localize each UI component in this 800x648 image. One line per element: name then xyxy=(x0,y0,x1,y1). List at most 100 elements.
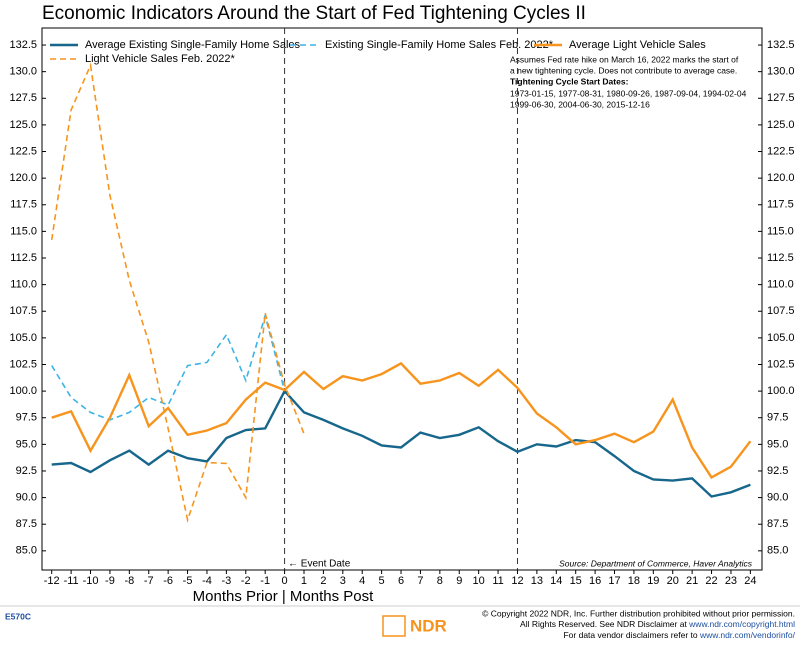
y-tick-label: 127.5 xyxy=(9,92,37,104)
x-tick-label: 14 xyxy=(550,575,562,587)
x-tick-label: 22 xyxy=(705,575,717,587)
y2-tick-label: 112.5 xyxy=(767,252,794,264)
series-line xyxy=(50,62,305,524)
x-tick-label: 19 xyxy=(647,575,659,587)
x-tick-label: -4 xyxy=(202,575,212,587)
dates-title: Tightening Cycle Start Dates: xyxy=(510,76,629,86)
y2-tick-label: 102.5 xyxy=(767,358,795,370)
x-tick-label: 6 xyxy=(398,575,404,587)
legend-label: Average Existing Single-Family Home Sale… xyxy=(85,39,300,51)
dates-line: 1999-06-30, 2004-06-30, 2015-12-16 xyxy=(510,99,650,109)
logo-text: NDR xyxy=(410,616,447,635)
y2-tick-label: 87.5 xyxy=(767,518,788,530)
y-tick-label: 105.0 xyxy=(9,332,37,344)
plot-frame xyxy=(41,27,763,571)
y2-tick-label: 115.0 xyxy=(767,225,794,237)
y2-tick-label: 110.0 xyxy=(767,279,794,291)
series-line xyxy=(51,361,752,479)
y2-tick-label: 107.5 xyxy=(767,305,795,317)
y-tick-label: 100.0 xyxy=(9,385,37,397)
y-tick-label: 97.5 xyxy=(16,412,37,424)
series-line xyxy=(51,389,751,498)
y-tick-label: 110.0 xyxy=(10,279,37,291)
y-tick-label: 92.5 xyxy=(16,465,37,477)
x-tick-label: -12 xyxy=(44,575,60,587)
legend-label: Average Light Vehicle Sales xyxy=(569,39,706,51)
y2-tick-label: 122.5 xyxy=(767,145,795,157)
logo: NDR xyxy=(382,615,447,637)
y-tick-label: 120.0 xyxy=(9,172,37,184)
logo-icon xyxy=(382,615,406,637)
note-line: Assumes Fed rate hike on March 16, 2022 … xyxy=(510,54,739,64)
y-tick-label: 95.0 xyxy=(16,438,37,450)
chart-code: E570C xyxy=(5,611,31,621)
copyright-text: All Rights Reserved. See NDR Disclaimer … xyxy=(520,619,687,629)
copyright: © Copyright 2022 NDR, Inc. Further distr… xyxy=(482,608,795,618)
y-tick-label: 115.0 xyxy=(10,225,37,237)
x-tick-label: 12 xyxy=(511,575,523,587)
y2-tick-label: 92.5 xyxy=(767,465,788,477)
y2-tick-label: 90.0 xyxy=(767,491,788,503)
y-tick-label: 132.5 xyxy=(9,39,37,51)
y-tick-label: 87.5 xyxy=(16,518,37,530)
series-line xyxy=(51,312,286,421)
y2-tick-label: 130.0 xyxy=(767,66,795,78)
x-tick-label: -10 xyxy=(83,575,99,587)
note-line: a new tightening cycle. Does not contrib… xyxy=(510,65,737,75)
y2-tick-label: 127.5 xyxy=(767,92,795,104)
x-tick-label: 13 xyxy=(531,575,543,587)
x-tick-label: 5 xyxy=(379,575,385,587)
x-tick-label: 10 xyxy=(473,575,485,587)
x-tick-label: -5 xyxy=(183,575,193,587)
x-tick-label: 18 xyxy=(628,575,640,587)
y2-tick-label: 117.5 xyxy=(767,199,794,211)
legend-label: Light Vehicle Sales Feb. 2022* xyxy=(85,53,236,65)
y-tick-label: 107.5 xyxy=(9,305,37,317)
x-tick-label: 3 xyxy=(340,575,346,587)
x-tick-label: 21 xyxy=(686,575,698,587)
y2-tick-label: 120.0 xyxy=(767,172,795,184)
legend-label: Existing Single-Family Home Sales Feb. 2… xyxy=(325,39,554,51)
x-tick-label: 1 xyxy=(301,575,307,587)
x-tick-label: -11 xyxy=(64,575,79,587)
y2-tick-label: 85.0 xyxy=(767,545,788,557)
y-tick-label: 130.0 xyxy=(9,66,37,78)
x-tick-label: -2 xyxy=(241,575,251,587)
y-tick-label: 125.0 xyxy=(9,119,37,131)
vendor-link[interactable]: www.ndr.com/vendorinfo/ xyxy=(699,630,796,640)
event-label: ← Event Date xyxy=(288,559,351,570)
x-tick-label: -8 xyxy=(124,575,134,587)
y-tick-label: 90.0 xyxy=(16,491,37,503)
y2-tick-label: 105.0 xyxy=(767,332,795,344)
legend-item: Average Light Vehicle Sales xyxy=(534,39,706,51)
x-tick-label: -9 xyxy=(105,575,115,587)
x-tick-label: -7 xyxy=(144,575,154,587)
y2-tick-label: 100.0 xyxy=(767,385,795,397)
vendor-info: For data vendor disclaimers refer to www… xyxy=(563,630,795,640)
copyright-link[interactable]: www.ndr.com/copyright.html xyxy=(688,619,795,629)
legend-item: Average Existing Single-Family Home Sale… xyxy=(50,39,300,51)
dates-line: 1973-01-15, 1977-08-31, 1980-09-26, 1987… xyxy=(510,88,747,98)
x-tick-label: 2 xyxy=(320,575,326,587)
y-tick-label: 85.0 xyxy=(16,545,37,557)
x-tick-label: 7 xyxy=(417,575,423,587)
x-tick-label: 11 xyxy=(492,575,503,587)
x-axis-label: Months Prior | Months Post xyxy=(193,588,374,605)
x-tick-label: 17 xyxy=(608,575,620,587)
x-tick-label: 8 xyxy=(437,575,443,587)
y2-tick-label: 97.5 xyxy=(767,412,788,424)
y2-tick-label: 125.0 xyxy=(767,119,795,131)
x-tick-label: 9 xyxy=(456,575,462,587)
y-tick-label: 102.5 xyxy=(9,358,37,370)
x-tick-label: 0 xyxy=(282,575,288,587)
x-tick-label: -6 xyxy=(163,575,173,587)
x-tick-label: -1 xyxy=(260,575,270,587)
x-tick-label: 20 xyxy=(667,575,679,587)
y-tick-label: 117.5 xyxy=(10,199,37,211)
x-tick-label: 24 xyxy=(744,575,756,587)
x-tick-label: -3 xyxy=(221,575,231,587)
x-tick-label: 23 xyxy=(725,575,737,587)
legend-item: Light Vehicle Sales Feb. 2022* xyxy=(50,53,236,65)
source: Source: Department of Commerce, Haver An… xyxy=(559,558,753,568)
y-tick-label: 112.5 xyxy=(10,252,37,264)
